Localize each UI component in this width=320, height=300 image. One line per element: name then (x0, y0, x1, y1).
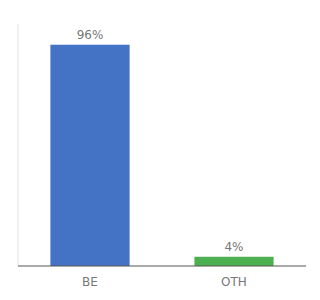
y-axis-line (18, 24, 19, 266)
x-tick-label: BE (82, 275, 98, 289)
chart: 96% 4% BE OTH (0, 0, 320, 300)
bar (194, 257, 273, 266)
bars (50, 45, 273, 266)
data-label: 4% (224, 240, 243, 254)
x-axis-line (18, 266, 306, 267)
chart-container: 96% 4% BE OTH (0, 0, 320, 300)
data-label: 96% (77, 28, 104, 42)
bar (50, 45, 129, 266)
x-tick-label: OTH (221, 275, 247, 289)
